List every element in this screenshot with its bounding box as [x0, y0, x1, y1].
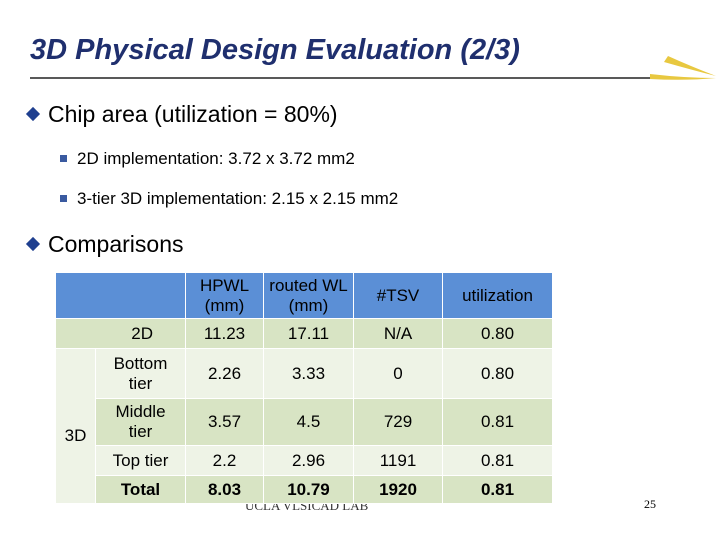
row-label: Middle tier — [115, 402, 166, 441]
cell: 2.26 — [185, 348, 264, 399]
cell: 0.80 — [442, 348, 553, 399]
cell: 1920 — [353, 475, 443, 504]
comparison-table: HPWL (mm) routed WL (mm) #TSV utilizatio… — [55, 272, 553, 504]
total-row: Total 8.03 10.79 1920 0.81 — [55, 475, 553, 504]
bullet: Comparisons — [24, 231, 184, 258]
row-label: Total — [95, 475, 186, 504]
cell: 2.2 — [185, 445, 264, 476]
slide-title: 3D Physical Design Evaluation (2/3) — [30, 34, 520, 66]
row-label: Top tier — [95, 445, 186, 476]
row: Top tier 2.2 2.96 1191 0.81 — [55, 445, 553, 476]
column-header: routed WL (mm) — [269, 275, 348, 315]
header-cell — [55, 272, 186, 319]
bullet: Chip area (utilization = 80%) — [24, 101, 338, 128]
column-header: utilization — [442, 272, 553, 319]
cell: 3.57 — [185, 398, 264, 446]
row-label-cell: Bottom tier — [95, 348, 186, 399]
title-decoration — [30, 56, 716, 80]
cell: 17.11 — [263, 318, 354, 349]
bullet-text: Comparisons — [48, 231, 184, 257]
row-label: Bottom tier — [113, 353, 168, 393]
row-label-cell: Middle tier — [95, 398, 186, 446]
cell: 0 — [353, 348, 443, 399]
cell: 4.5 — [263, 398, 354, 446]
cell: 3.33 — [263, 348, 354, 399]
sub-bullet-text: 3-tier 3D implementation: 2.15 x 2.15 mm… — [77, 189, 399, 208]
cell: 0.81 — [442, 475, 553, 504]
bullet-text: Chip area (utilization = 80%) — [48, 101, 338, 127]
column-header: HPWL (mm) — [199, 275, 250, 315]
sub-bullet: 3-tier 3D implementation: 2.15 x 2.15 mm… — [60, 189, 398, 209]
cell: 2.96 — [263, 445, 354, 476]
row: Middle tier 3.57 4.5 729 0.81 — [55, 398, 553, 446]
header-cell: HPWL (mm) — [185, 272, 264, 319]
row: 2D 11.23 17.11 N/A 0.80 — [55, 318, 553, 349]
sub-bullet-text: 2D implementation: 3.72 x 3.72 mm2 — [77, 149, 355, 168]
cell: 0.80 — [442, 318, 553, 349]
cell: 0.81 — [442, 398, 553, 446]
cell: 11.23 — [185, 318, 264, 349]
sub-bullet: 2D implementation: 3.72 x 3.72 mm2 — [60, 149, 355, 169]
cell: 1191 — [353, 445, 443, 476]
row-label: 2D — [55, 318, 186, 349]
header-cell: routed WL (mm) — [263, 272, 354, 319]
column-header: #TSV — [353, 272, 443, 319]
cell: 0.81 — [442, 445, 553, 476]
row: 3D Bottom tier 2.26 3.33 0 0.80 — [55, 348, 553, 504]
cell: 8.03 — [185, 475, 264, 504]
cell: 10.79 — [263, 475, 354, 504]
group-label: 3D — [55, 348, 96, 504]
page-number: 25 — [644, 497, 656, 511]
header-row: HPWL (mm) routed WL (mm) #TSV utilizatio… — [55, 272, 553, 319]
cell: N/A — [353, 318, 443, 349]
cell: 729 — [353, 398, 443, 446]
